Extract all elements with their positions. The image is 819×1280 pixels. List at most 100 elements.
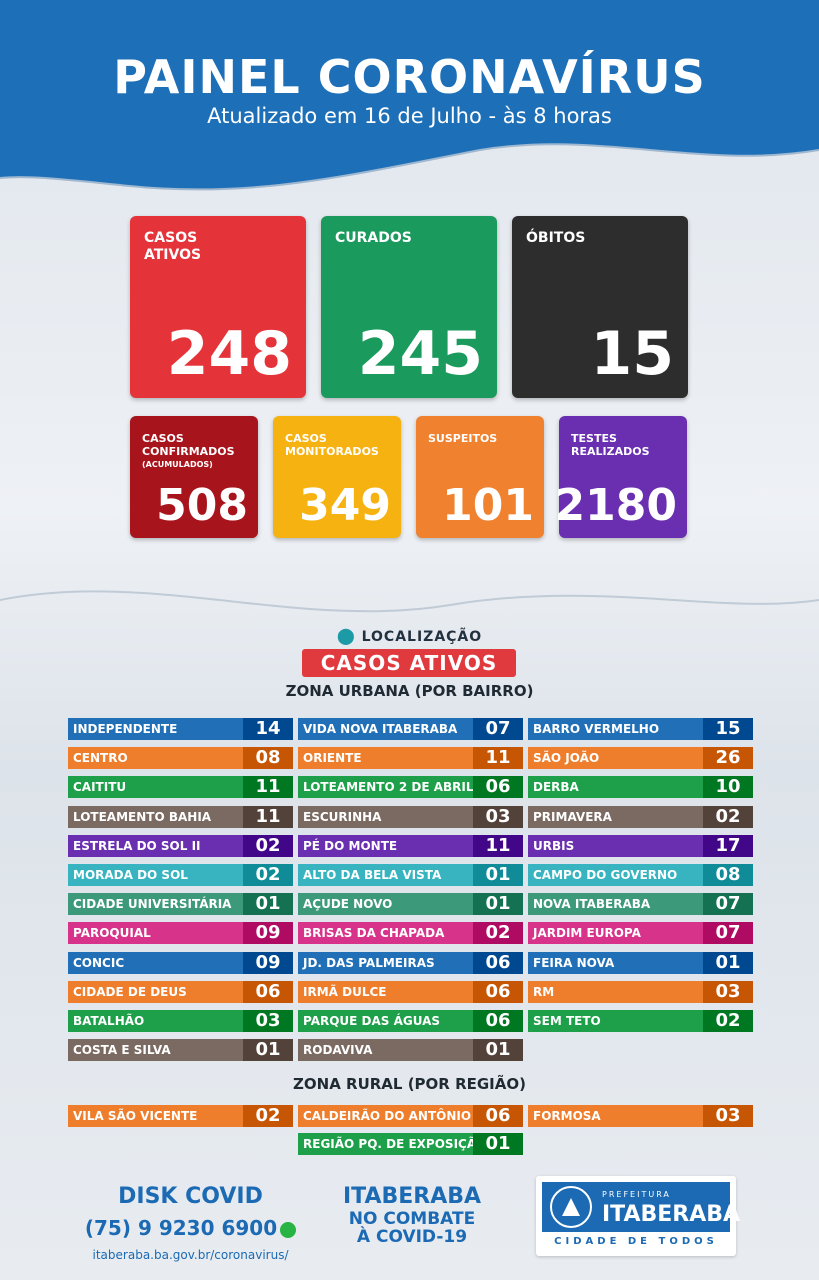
row-value: 11 — [243, 805, 293, 828]
table-row: VILA SÃO VICENTE 02 — [68, 1105, 293, 1127]
row-name: SEM TETO — [528, 1010, 703, 1032]
row-name: PAROQUIAL — [68, 922, 243, 945]
table-row: URBIS 17 — [528, 834, 753, 857]
card-value: 349 — [299, 480, 391, 531]
row-name: ALTO DA BELA VISTA — [298, 864, 473, 886]
row-name: CONCIC — [68, 951, 243, 974]
prefeitura-logo-banner: PREFEITURA ITABERABA — [542, 1182, 740, 1232]
row-value: 03 — [243, 1010, 293, 1032]
table-row: CAMPO DO GOVERNO 08 — [528, 864, 753, 886]
card-label: CURADOS — [335, 230, 412, 246]
row-name: CAITITU — [68, 776, 243, 799]
row-name: PRIMAVERA — [528, 805, 703, 828]
table-row: ESCURINHA 03 — [298, 805, 523, 828]
table-row: IRMÃ DULCE 06 — [298, 980, 523, 1003]
row-name: MORADA DO SOL — [68, 864, 243, 886]
row-name: FEIRA NOVA — [528, 951, 703, 974]
row-name: CIDADE DE DEUS — [68, 980, 243, 1003]
table-row: SÃO JOÃO 26 — [528, 747, 753, 770]
row-name: NOVA ITABERABA — [528, 893, 703, 916]
table-row: INDEPENDENTE 14 — [68, 718, 293, 740]
table-row: RODAVIVA 01 — [298, 1039, 523, 1062]
table-row: CONCIC 09 — [68, 951, 293, 974]
header-wave — [0, 0, 819, 191]
row-value: 06 — [473, 1105, 523, 1127]
row-name: BATALHÃO — [68, 1010, 243, 1032]
row-value: 17 — [703, 834, 753, 857]
row-value: 02 — [473, 922, 523, 945]
row-value: 01 — [473, 864, 523, 886]
card-value: 15 — [590, 319, 675, 389]
table-row: FORMOSA 03 — [528, 1105, 753, 1127]
card-label: ÓBITOS — [526, 230, 586, 246]
disk-covid-label: DISK COVID — [118, 1184, 263, 1209]
row-name: INDEPENDENTE — [68, 718, 243, 740]
row-value: 01 — [473, 1039, 523, 1062]
card-label: CASOS MONITORADOS — [285, 432, 379, 458]
row-name: JARDIM EUROPA — [528, 922, 703, 945]
table-row: ORIENTE 11 — [298, 747, 523, 770]
table-row: ALTO DA BELA VISTA 01 — [298, 864, 523, 886]
confirmed-card: CASOS CONFIRMADOS (ACUMULADOS) 508 — [130, 416, 258, 538]
row-name: REGIÃO PQ. DE EXPOSIÇÃO — [298, 1133, 473, 1155]
row-value: 03 — [703, 1105, 753, 1127]
table-row: PARQUE DAS ÁGUAS 06 — [298, 1010, 523, 1032]
row-value: 09 — [243, 951, 293, 974]
header: PAINEL CORONAVÍRUS Atualizado em 16 de J… — [0, 0, 819, 200]
card-label: CASOS ATIVOS — [144, 230, 202, 263]
table-row: DERBA 10 — [528, 776, 753, 799]
row-name: VIDA NOVA ITABERABA — [298, 718, 473, 740]
row-name: JD. DAS PALMEIRAS — [298, 951, 473, 974]
table-row: CENTRO 08 — [68, 747, 293, 770]
table-row: BRISAS DA CHAPADA 02 — [298, 922, 523, 945]
table-row: MORADA DO SOL 02 — [68, 864, 293, 886]
city-seal-icon — [550, 1186, 592, 1228]
row-name: DERBA — [528, 776, 703, 799]
table-row: AÇUDE NOVO 01 — [298, 893, 523, 916]
table-row: CIDADE DE DEUS 06 — [68, 980, 293, 1003]
row-value: 01 — [473, 1133, 523, 1155]
row-value: 10 — [703, 776, 753, 799]
table-row: BARRO VERMELHO 15 — [528, 718, 753, 740]
row-name: VILA SÃO VICENTE — [68, 1105, 243, 1127]
covid-url-link[interactable]: itaberaba.ba.gov.br/coronavirus/ — [92, 1248, 289, 1262]
row-value: 06 — [473, 776, 523, 799]
whatsapp-icon — [280, 1221, 297, 1238]
row-name: CENTRO — [68, 747, 243, 770]
card-value: 508 — [156, 480, 248, 531]
location-pin-icon: ⬤ — [336, 626, 356, 645]
table-row: NOVA ITABERABA 07 — [528, 893, 753, 916]
row-value: 07 — [703, 893, 753, 916]
table-row: VIDA NOVA ITABERABA 07 — [298, 718, 523, 740]
card-value: 2180 — [554, 480, 677, 531]
table-row: FEIRA NOVA 01 — [528, 951, 753, 974]
table-row: ESTRELA DO SOL II 02 — [68, 834, 293, 857]
row-value: 01 — [473, 893, 523, 916]
row-value: 02 — [243, 1105, 293, 1127]
card-value: 248 — [166, 319, 292, 389]
row-value: 11 — [473, 834, 523, 857]
location-label: LOCALIZAÇÃO — [361, 629, 483, 645]
prefeitura-logo: PREFEITURA ITABERABA CIDADE DE TODOS — [536, 1176, 740, 1256]
recovered-card: CURADOS 245 — [321, 216, 497, 398]
table-row: RM 03 — [528, 980, 753, 1003]
row-value: 02 — [243, 834, 293, 857]
row-value: 26 — [703, 747, 753, 770]
row-name: LOTEAMENTO 2 DE ABRIL — [298, 776, 473, 799]
row-name: RM — [528, 980, 703, 1003]
row-value: 02 — [243, 864, 293, 886]
row-name: ESTRELA DO SOL II — [68, 834, 243, 857]
disk-covid-phone[interactable]: (75) 9 9230 6900 — [78, 1216, 303, 1240]
prefeitura-city: ITABERABA — [602, 1202, 741, 1227]
row-value: 01 — [243, 1039, 293, 1062]
row-name: BRISAS DA CHAPADA — [298, 922, 473, 945]
prefeitura-label: PREFEITURA — [602, 1190, 671, 1199]
row-name: PARQUE DAS ÁGUAS — [298, 1010, 473, 1032]
row-name: ORIENTE — [298, 747, 473, 770]
row-value: 03 — [703, 980, 753, 1003]
row-value: 06 — [243, 980, 293, 1003]
suspects-card: SUSPEITOS 101 — [416, 416, 544, 538]
rural-zone-title: ZONA RURAL (POR REGIÃO) — [293, 1075, 526, 1093]
table-row: BATALHÃO 03 — [68, 1010, 293, 1032]
table-row: CALDEIRÃO DO ANTÔNIO 06 — [298, 1105, 523, 1127]
